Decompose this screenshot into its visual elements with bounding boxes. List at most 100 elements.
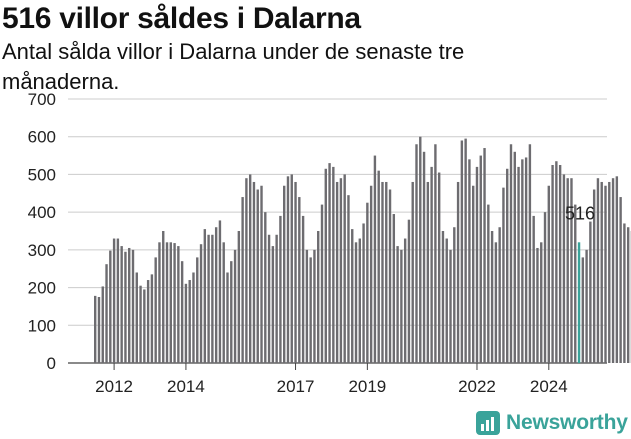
bar — [158, 242, 161, 363]
bar — [271, 246, 275, 363]
y-tick-label: 400 — [28, 203, 56, 222]
bar — [434, 144, 437, 363]
bar — [294, 181, 297, 363]
bar — [120, 246, 123, 363]
bar — [218, 220, 222, 363]
bars — [94, 136, 631, 363]
bar — [430, 166, 433, 363]
bar — [445, 238, 448, 363]
bar — [551, 165, 554, 363]
bar — [366, 202, 369, 363]
bar — [513, 151, 516, 363]
bar — [574, 204, 577, 363]
bar — [589, 221, 592, 363]
bar — [150, 274, 154, 363]
bar — [483, 148, 486, 363]
x-tick-label: 2014 — [167, 377, 205, 396]
bar — [600, 181, 603, 363]
bar — [124, 251, 127, 363]
bar — [581, 257, 585, 363]
bar — [392, 214, 396, 363]
bar — [460, 140, 464, 363]
bar — [419, 136, 422, 363]
bar — [309, 257, 312, 363]
bar — [362, 223, 365, 363]
chart-icon — [476, 411, 500, 435]
y-tick-label: 100 — [28, 316, 56, 335]
bar — [230, 261, 233, 363]
bar — [562, 174, 566, 363]
bar — [324, 168, 327, 363]
bar — [623, 223, 626, 363]
bar — [207, 234, 210, 363]
bar — [369, 185, 373, 363]
bar — [305, 249, 309, 363]
bar — [464, 138, 467, 363]
bar — [301, 215, 305, 363]
bar — [479, 155, 482, 363]
highlight-value-label: 516 — [565, 203, 595, 223]
bar — [540, 242, 543, 363]
bar — [252, 181, 256, 363]
x-axis: 2012 2014 2017 2019 2022 2024 — [95, 363, 568, 396]
bar — [275, 234, 278, 363]
bar — [615, 176, 619, 363]
bar — [373, 155, 377, 363]
bar — [517, 166, 520, 363]
bar — [290, 174, 293, 363]
bar — [154, 257, 157, 363]
bar — [267, 234, 271, 363]
x-tick-label: 2017 — [277, 377, 315, 396]
bar — [555, 161, 558, 363]
newsworthy-logo: Newsworthy — [476, 407, 628, 439]
bar — [165, 242, 169, 363]
bar — [328, 163, 331, 363]
chart-title: 516 villor såldes i Dalarna — [2, 2, 361, 35]
bar — [453, 227, 456, 363]
chart-subtitle: Antal sålda villor i Dalarna under de se… — [2, 39, 465, 94]
bar — [585, 249, 588, 363]
bar — [415, 144, 418, 363]
bar — [248, 174, 252, 363]
bar — [94, 295, 97, 363]
x-tick-label: 2012 — [95, 377, 133, 396]
bar — [180, 261, 184, 363]
bar — [105, 264, 108, 363]
bar — [543, 212, 547, 363]
bar — [313, 249, 316, 363]
bar — [528, 144, 532, 363]
bar — [139, 285, 142, 363]
bar — [498, 227, 501, 363]
bar — [347, 195, 350, 363]
bar — [339, 178, 343, 363]
bar — [411, 181, 414, 363]
bar — [426, 181, 430, 363]
x-tick-label: 2022 — [458, 377, 496, 396]
bar — [320, 204, 324, 363]
bar — [472, 185, 475, 363]
bar — [403, 238, 407, 363]
bar — [332, 166, 335, 363]
bar — [354, 242, 358, 363]
bar — [112, 238, 116, 363]
bar — [222, 242, 225, 363]
bar — [169, 242, 172, 363]
bar — [184, 283, 188, 363]
bar — [377, 170, 380, 363]
x-tick-label: 2024 — [530, 377, 568, 396]
bar — [351, 229, 354, 363]
bar — [490, 231, 494, 363]
bar — [422, 151, 426, 363]
bar — [237, 231, 241, 363]
bar — [596, 178, 600, 363]
bar — [135, 272, 138, 363]
bar — [146, 280, 150, 363]
bar — [570, 178, 573, 363]
bar — [203, 229, 207, 363]
bar — [381, 181, 384, 363]
bar — [131, 249, 135, 363]
bar — [558, 165, 562, 363]
y-tick-label: 0 — [47, 354, 56, 373]
bar — [566, 178, 569, 363]
